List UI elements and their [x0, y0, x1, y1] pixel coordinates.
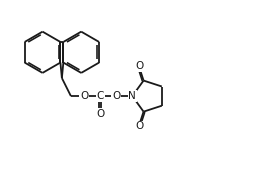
- Text: O: O: [135, 122, 144, 131]
- Text: C: C: [97, 91, 104, 101]
- Text: O: O: [135, 61, 144, 71]
- Text: O: O: [112, 91, 120, 101]
- Text: O: O: [96, 109, 104, 119]
- Text: O: O: [80, 91, 88, 101]
- Text: N: N: [128, 91, 136, 101]
